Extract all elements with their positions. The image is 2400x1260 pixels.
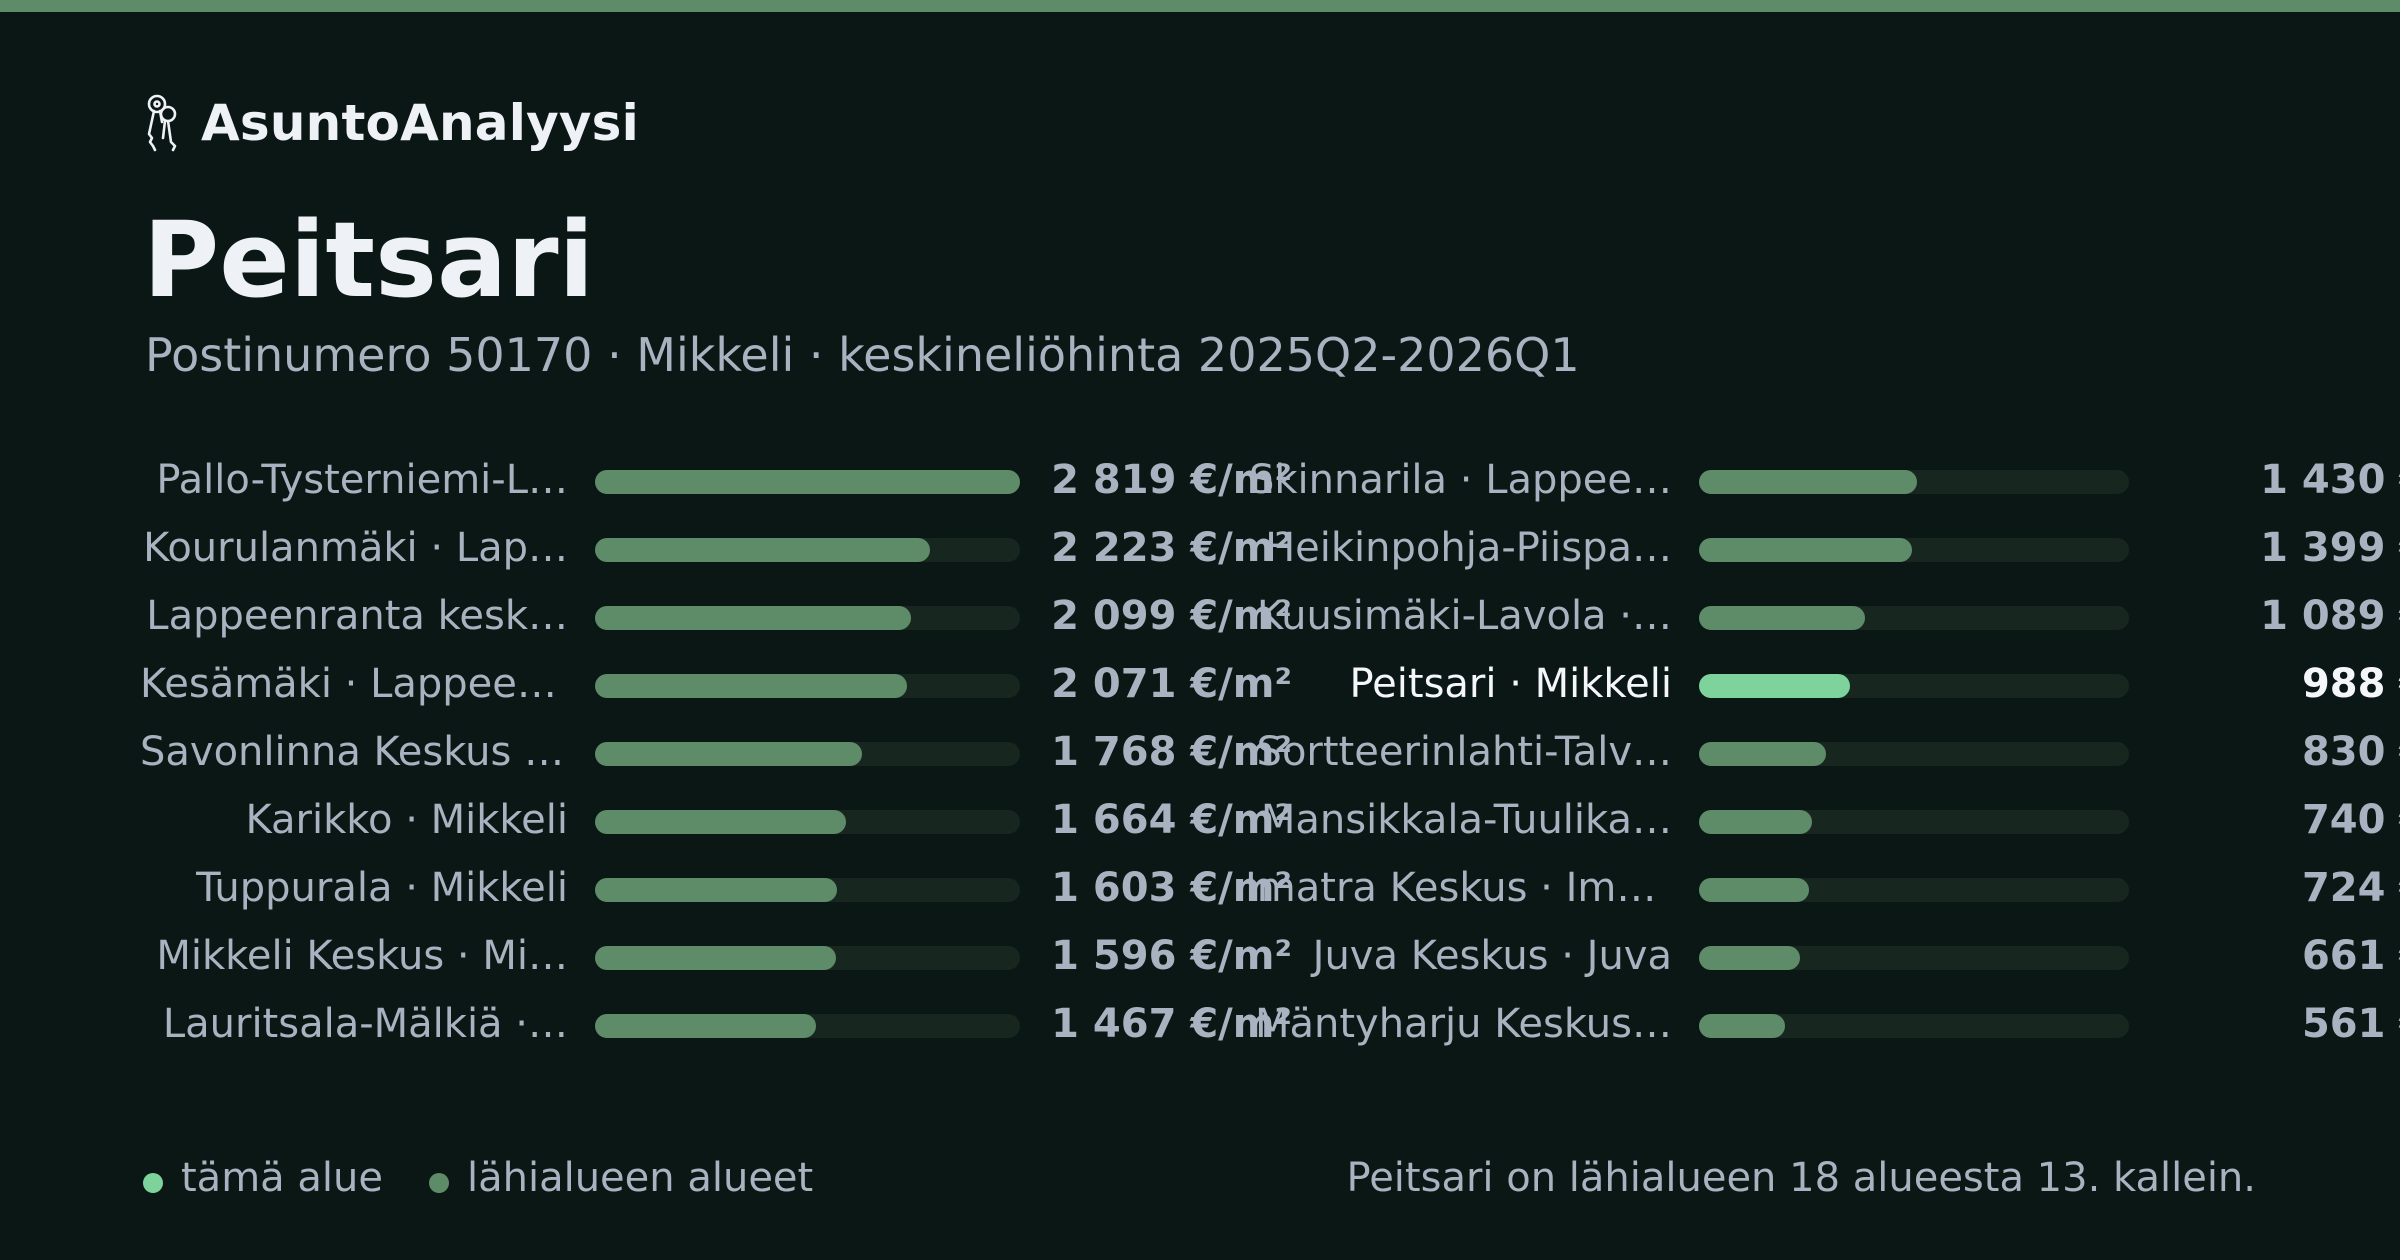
bar-fill bbox=[595, 674, 908, 698]
bar-track bbox=[1699, 742, 2129, 766]
bar-label: Skinnarila · Lappee… bbox=[1248, 457, 1672, 503]
bar-fill bbox=[1699, 878, 1810, 902]
keys-icon bbox=[147, 94, 177, 152]
bar-value: 2 071 €/m² bbox=[1051, 661, 1292, 707]
bar-value: 830 €/m² bbox=[2301, 729, 2400, 775]
top-accent-bar bbox=[0, 0, 2400, 12]
bar-value: 1 399 €/m² bbox=[2260, 525, 2400, 571]
bar-track bbox=[595, 674, 1020, 698]
bar-label: Peitsari · Mikkeli bbox=[1349, 661, 1672, 707]
bar-fill bbox=[1699, 538, 1913, 562]
bar-track bbox=[595, 538, 1020, 562]
bar-value: 2 223 €/m² bbox=[1051, 525, 1292, 571]
bar-value: 561 €/m² bbox=[2301, 1001, 2400, 1047]
bar-fill bbox=[1699, 810, 1812, 834]
bar-label: Kourulanmäki · Lap… bbox=[143, 525, 568, 571]
bar-fill bbox=[595, 538, 931, 562]
bar-label: Kuusimäki-Lavola ·… bbox=[1256, 593, 1672, 639]
bar-fill bbox=[595, 810, 846, 834]
bar-fill bbox=[1699, 946, 1800, 970]
page-title: Peitsari bbox=[143, 199, 595, 321]
bar-track bbox=[595, 742, 1020, 766]
bar-track bbox=[595, 946, 1020, 970]
bar-track bbox=[1699, 946, 2129, 970]
bar-fill bbox=[1699, 606, 1866, 630]
bar-label: Mäntyharju Keskus… bbox=[1254, 1001, 1672, 1047]
bar-label: Mikkeli Keskus · Mi… bbox=[156, 933, 568, 979]
legend: tämä alue lähialueen alueet bbox=[143, 1148, 859, 1208]
bar-fill bbox=[595, 742, 862, 766]
bar-label: Lauritsala-Mälkiä ·… bbox=[162, 1001, 568, 1047]
bar-track bbox=[1699, 1014, 2129, 1038]
bar-value: 1 664 €/m² bbox=[1051, 797, 1292, 843]
bar-track bbox=[1699, 674, 2129, 698]
bar-label: Pallo-Tysterniemi-L… bbox=[156, 457, 568, 503]
bar-value: 1 467 €/m² bbox=[1051, 1001, 1292, 1047]
bar-track bbox=[1699, 470, 2129, 494]
bar-value: 988 €/m² bbox=[2301, 661, 2400, 707]
bar-fill bbox=[595, 1014, 817, 1038]
legend-dot-this-area bbox=[143, 1173, 163, 1193]
rank-summary: Peitsari on lähialueen 18 alueesta 13. k… bbox=[1346, 1155, 2257, 1201]
bar-label: Tuppurala · Mikkeli bbox=[196, 865, 568, 911]
bar-fill bbox=[595, 470, 1020, 494]
bar-track bbox=[1699, 878, 2129, 902]
legend-this-area: tämä alue bbox=[181, 1155, 383, 1201]
bar-track bbox=[595, 606, 1020, 630]
bar-label: Mansikkala-Tuulika… bbox=[1260, 797, 1672, 843]
brand-name: AsuntoAnalyysi bbox=[201, 94, 639, 152]
legend-dot-nearby-areas bbox=[428, 1173, 449, 1193]
bar-label: Heikinpohja-Piispa… bbox=[1265, 525, 1672, 571]
bar-label: Lappeenranta kesk… bbox=[146, 593, 568, 639]
bar-fill bbox=[1699, 470, 1918, 494]
bar-track bbox=[595, 1014, 1020, 1038]
bar-label: Savonlinna Keskus ·… bbox=[140, 729, 568, 775]
bar-track bbox=[595, 810, 1020, 834]
bar-label: Imatra Keskus · Ima… bbox=[1245, 865, 1672, 911]
bar-value: 1 603 €/m² bbox=[1051, 865, 1292, 911]
bar-value: 2 099 €/m² bbox=[1051, 593, 1292, 639]
bar-label: Kesämäki · Lappeen… bbox=[140, 661, 568, 707]
bar-label: Sortteerinlahti-Talv… bbox=[1256, 729, 1672, 775]
bar-label: Juva Keskus · Juva bbox=[1312, 933, 1672, 979]
bar-value: 1 430 €/m² bbox=[2260, 457, 2400, 503]
bar-value: 724 €/m² bbox=[2301, 865, 2400, 911]
page-subtitle: Postinumero 50170 · Mikkeli · keskineliö… bbox=[145, 328, 1580, 382]
bar-track bbox=[595, 878, 1020, 902]
bar-fill bbox=[1699, 742, 1826, 766]
bar-value: 2 819 €/m² bbox=[1051, 457, 1292, 503]
bar-value: 740 €/m² bbox=[2301, 797, 2400, 843]
bar-track bbox=[595, 470, 1020, 494]
bar-value: 1 768 €/m² bbox=[1051, 729, 1292, 775]
bar-value: 1 596 €/m² bbox=[1051, 933, 1292, 979]
bar-value: 661 €/m² bbox=[2301, 933, 2400, 979]
bar-fill bbox=[595, 946, 836, 970]
bar-track bbox=[1699, 538, 2129, 562]
bar-fill bbox=[1699, 674, 1850, 698]
bar-fill bbox=[595, 878, 837, 902]
bar-value: 1 089 €/m² bbox=[2260, 593, 2400, 639]
bar-track bbox=[1699, 810, 2129, 834]
bar-fill bbox=[1699, 1014, 1785, 1038]
bar-track bbox=[1699, 606, 2129, 630]
brand[interactable]: AsuntoAnalyysi bbox=[143, 88, 639, 158]
legend-nearby-areas: lähialueen alueet bbox=[466, 1155, 814, 1201]
bar-label: Karikko · Mikkeli bbox=[245, 797, 568, 843]
bar-fill bbox=[595, 606, 912, 630]
